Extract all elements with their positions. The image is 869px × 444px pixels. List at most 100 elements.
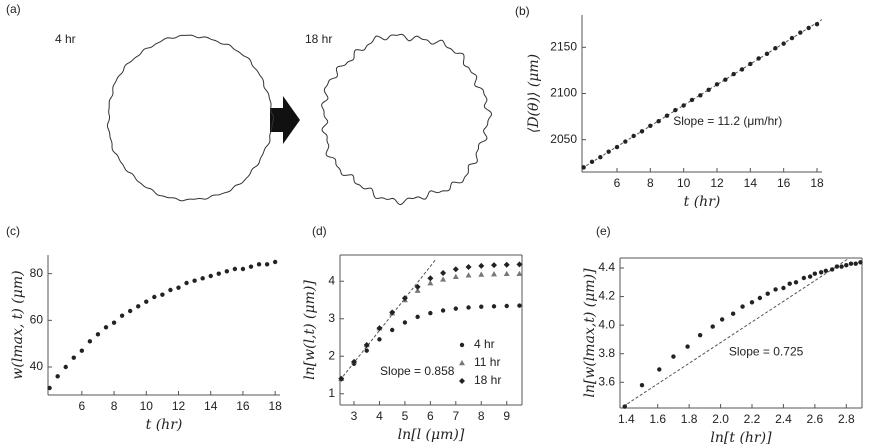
marker: [491, 262, 497, 269]
marker: [272, 259, 278, 265]
marker: [598, 155, 603, 160]
marker: [730, 311, 736, 316]
marker: [839, 264, 844, 269]
marker: [478, 262, 485, 269]
x-tick-label: 8: [478, 409, 485, 423]
x-tick-label: 2.2: [744, 412, 761, 426]
x-tick-label: 12: [172, 399, 186, 413]
marker: [589, 159, 595, 165]
marker: [798, 30, 803, 35]
y-tick-label: 3: [328, 311, 335, 325]
legend-label: 11 hr: [474, 355, 500, 369]
x-tick-label: 12: [710, 176, 724, 190]
marker: [749, 300, 755, 305]
marker: [184, 280, 189, 286]
marker: [338, 375, 345, 382]
marker: [756, 56, 761, 61]
x-tick-label: 8: [111, 399, 118, 413]
marker: [459, 378, 465, 384]
x-axis-label: t (hr): [146, 417, 183, 433]
marker: [764, 51, 770, 56]
y-tick-label: 80: [30, 266, 44, 280]
marker: [414, 283, 421, 290]
marker: [664, 113, 670, 118]
marker: [740, 304, 745, 309]
marker: [697, 332, 703, 338]
marker: [376, 325, 383, 332]
marker: [232, 266, 238, 272]
marker: [801, 275, 807, 281]
marker: [440, 270, 447, 276]
marker: [631, 133, 636, 139]
marker: [136, 304, 141, 309]
marker: [453, 306, 459, 311]
x-tick-label: 7: [452, 409, 459, 423]
x-tick-label: 8: [647, 176, 654, 190]
legend-label: 18 hr: [474, 373, 501, 387]
x-tick-label: 6: [427, 409, 434, 423]
marker: [689, 97, 695, 103]
panel-label: (a): [6, 2, 21, 16]
marker: [465, 272, 472, 278]
marker: [639, 382, 645, 388]
marker: [834, 264, 840, 269]
marker: [452, 273, 459, 279]
x-tick-label: 5: [402, 409, 409, 423]
marker: [685, 344, 690, 349]
x-tick-label: 14: [744, 176, 758, 190]
x-tick-label: 3: [351, 409, 358, 423]
y-tick-label: 4: [328, 273, 335, 287]
marker: [787, 281, 792, 286]
marker: [363, 342, 370, 348]
marker: [401, 295, 408, 302]
marker: [806, 25, 811, 31]
marker: [440, 276, 447, 282]
panel-label: (e): [596, 224, 611, 238]
marker: [427, 275, 434, 282]
marker: [516, 261, 523, 268]
marker: [364, 348, 369, 353]
y-tick-label: 2050: [550, 132, 577, 146]
fit-line: [622, 257, 850, 407]
marker: [723, 77, 728, 82]
time-label: 4 hr: [55, 32, 76, 46]
y-axis-label: w(lmax, t) (μm): [10, 270, 26, 379]
y-tick-label: 4.0: [598, 317, 615, 331]
marker: [757, 295, 763, 301]
marker: [606, 149, 611, 154]
x-tick-label: 10: [677, 176, 691, 190]
marker: [452, 266, 459, 273]
x-tick-label: 18: [810, 176, 824, 190]
x-tick-label: 18: [268, 399, 282, 413]
marker: [402, 320, 408, 325]
x-axis-label: t (hr): [684, 194, 721, 210]
marker: [79, 348, 85, 353]
y-tick-label: 4.4: [598, 260, 615, 274]
marker: [814, 22, 820, 27]
y-tick-label: 1: [328, 386, 335, 400]
y-axis-label: ln[w(lmax,t) (μm)]: [582, 268, 598, 398]
marker: [264, 262, 270, 267]
marker: [440, 308, 446, 313]
marker: [719, 317, 725, 322]
marker: [71, 355, 76, 360]
marker: [731, 71, 736, 77]
marker: [55, 374, 60, 379]
panel-label: (c): [6, 224, 20, 238]
marker: [823, 268, 829, 274]
marker: [681, 103, 686, 108]
marker: [465, 264, 472, 270]
marker: [739, 67, 745, 72]
contour: [107, 34, 275, 202]
marker: [793, 280, 799, 285]
marker: [648, 123, 653, 129]
marker: [781, 41, 786, 46]
x-tick-label: 1.6: [649, 412, 666, 426]
marker: [63, 364, 68, 370]
marker: [415, 314, 420, 320]
marker: [459, 342, 465, 348]
marker: [491, 304, 497, 309]
x-axis-label: ln[l (μm)]: [398, 427, 465, 443]
panel-label: (b): [515, 4, 530, 18]
